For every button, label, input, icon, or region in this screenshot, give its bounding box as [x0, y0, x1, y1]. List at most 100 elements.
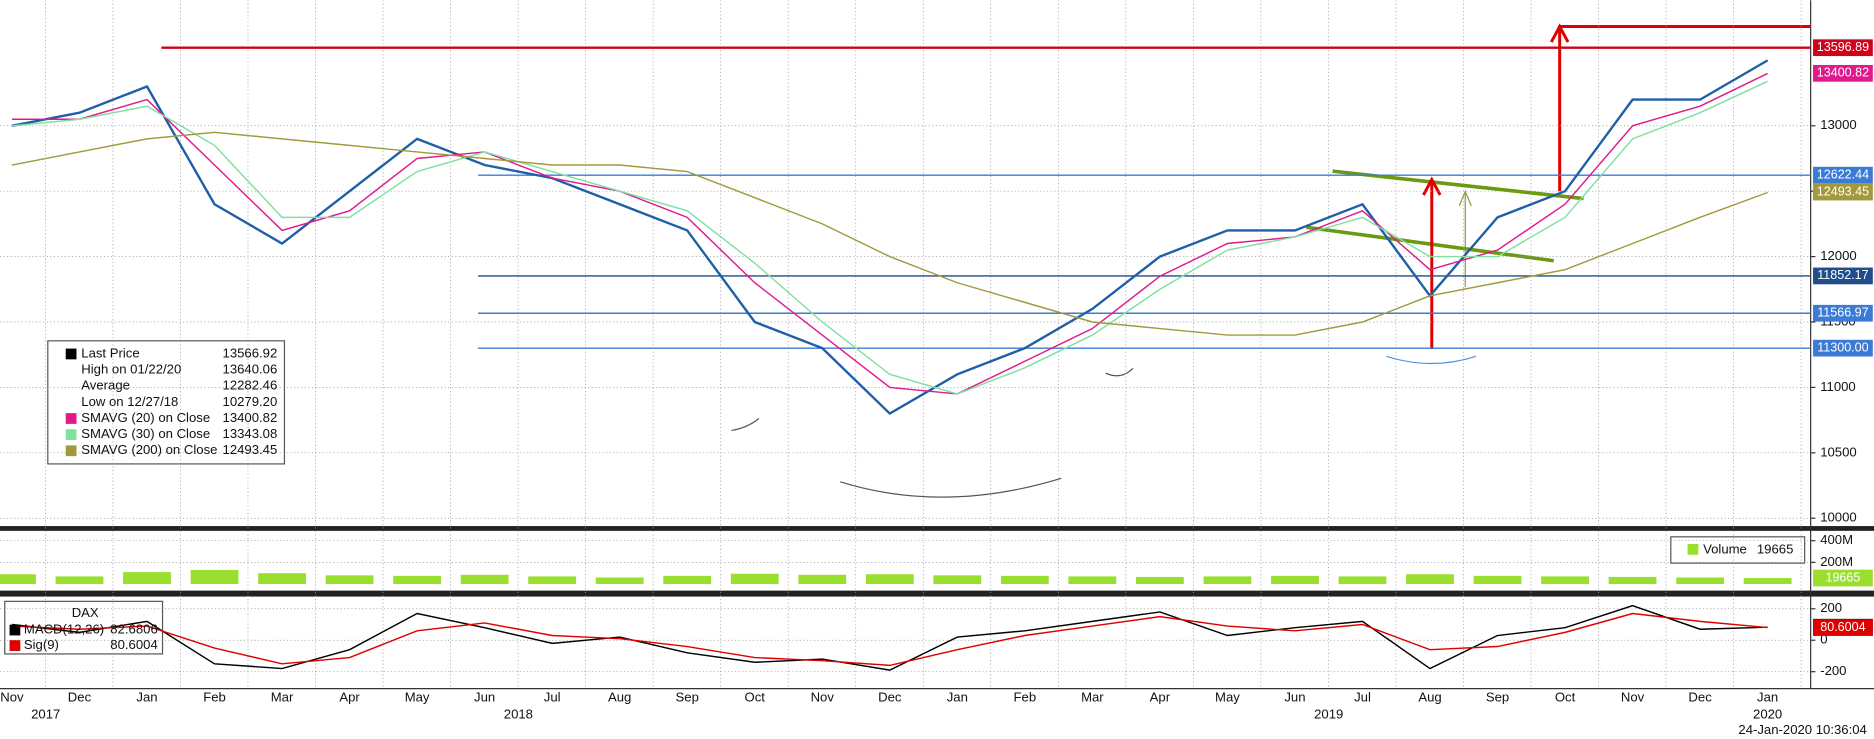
y-tick-label: 200M — [1820, 554, 1853, 569]
panel-separator — [0, 590, 1874, 597]
last-value: 80.6004 — [1820, 620, 1865, 634]
volume-bar — [190, 569, 239, 584]
volume-bar — [1068, 576, 1117, 584]
y-tick-label: -200 — [1820, 663, 1846, 678]
volume-bar — [798, 574, 847, 584]
x-tick-label: Sep — [676, 690, 699, 705]
legend-label: SMAVG (200) on Close — [81, 442, 217, 457]
x-tick-label: Mar — [1081, 690, 1104, 705]
x-tick-label: Jan — [947, 690, 968, 705]
volume-bar — [325, 575, 374, 584]
volume-bar — [460, 574, 509, 584]
volume-legend-value: 19665 — [1757, 541, 1794, 556]
volume-bar — [865, 574, 914, 584]
series-line — [11, 131, 1768, 336]
volume-legend-swatch — [1687, 543, 1699, 555]
x-tick-label: Aug — [608, 690, 631, 705]
curve — [1105, 367, 1134, 377]
y-tick-label: 0 — [1820, 632, 1827, 647]
volume-legend-label: Volume — [1703, 541, 1747, 556]
series-line — [11, 80, 1768, 395]
timestamp: 24-Jan-2020 10:36:04 — [1738, 722, 1866, 737]
panel-separator — [0, 526, 1874, 531]
level-label-box — [1813, 39, 1873, 57]
year-label: 2017 — [31, 706, 60, 721]
legend-swatch — [9, 640, 21, 651]
last-value: 13400.82 — [1817, 66, 1869, 80]
legend-value: 13343.08 — [223, 426, 278, 441]
volume-bar — [663, 575, 712, 584]
volume-bar — [1541, 576, 1589, 584]
y-tick-label: 200 — [1820, 600, 1842, 615]
level-label-box — [1813, 267, 1873, 285]
arrow — [1549, 23, 1811, 192]
y-tick-label: 10000 — [1820, 510, 1857, 525]
x-tick-label: Apr — [1150, 690, 1171, 705]
volume-bar — [933, 575, 982, 584]
volume-bar — [0, 574, 36, 584]
y-tick-label: 11000 — [1820, 379, 1856, 394]
legend-label: High on 01/22/20 — [81, 362, 181, 377]
legend-swatch — [65, 348, 77, 360]
last-value-box — [1813, 569, 1873, 587]
x-tick-label: Feb — [1014, 690, 1037, 705]
legend-label: SMAVG (20) on Close — [81, 410, 210, 425]
x-tick-label: Aug — [1418, 690, 1441, 705]
volume-bar — [1608, 576, 1657, 584]
legend-swatch — [9, 624, 21, 636]
legend-label: Average — [81, 378, 130, 393]
legend-value: 12493.45 — [223, 442, 278, 457]
volume-bar — [1271, 575, 1319, 584]
volume-bar — [528, 576, 577, 584]
legend-label: Last Price — [81, 345, 139, 360]
x-tick-label: Nov — [1621, 690, 1645, 705]
y-tick-label: 12000 — [1820, 248, 1857, 263]
level-label: 11852.17 — [1817, 268, 1868, 282]
last-value-box — [1813, 64, 1873, 82]
arrow — [1458, 189, 1472, 288]
volume-bar — [1473, 575, 1522, 584]
volume-bar — [1135, 576, 1184, 584]
x-tick-label: May — [1215, 690, 1240, 705]
year-label: 2018 — [504, 706, 533, 721]
legend-value: 10279.20 — [223, 394, 278, 409]
legend-label: Low on 12/27/18 — [81, 394, 178, 409]
legend-label: MACD(12,26) — [24, 622, 104, 637]
x-tick-label: Dec — [878, 690, 902, 705]
legend-value: 13640.06 — [223, 362, 278, 377]
x-tick-label: Jun — [474, 690, 495, 705]
legend-value: 80.6004 — [110, 637, 157, 652]
curve — [1386, 355, 1477, 365]
last-value: 12493.45 — [1817, 184, 1869, 198]
last-value-box — [1813, 183, 1873, 201]
volume-bar — [1406, 574, 1454, 584]
y-tick-label: 10500 — [1820, 444, 1857, 459]
volume-bar — [1676, 577, 1725, 584]
volume-bar — [595, 577, 644, 584]
volume-bar — [123, 572, 171, 584]
x-tick-label: Nov — [811, 690, 835, 705]
level-label: 11566.97 — [1817, 306, 1868, 320]
x-tick-label: Nov — [0, 690, 24, 705]
legend-value: 13400.82 — [223, 410, 278, 425]
level-label-box — [1813, 339, 1873, 357]
volume-bar — [1000, 575, 1049, 584]
x-tick-label: Jan — [1757, 690, 1778, 705]
arrow — [1422, 176, 1442, 350]
x-tick-label: May — [405, 690, 430, 705]
level-label-box — [1813, 304, 1873, 322]
legend-label: Sig(9) — [24, 637, 59, 652]
x-tick-label: Mar — [271, 690, 294, 705]
year-label: 2019 — [1314, 706, 1343, 721]
x-tick-label: Jul — [1354, 690, 1371, 705]
x-tick-label: Jun — [1284, 690, 1305, 705]
legend-value: 12282.46 — [223, 378, 278, 393]
last-value-box — [1813, 619, 1873, 636]
series-line — [11, 612, 1768, 667]
volume-bar — [1203, 576, 1252, 584]
volume-bar — [1338, 576, 1387, 584]
curve — [731, 418, 760, 432]
trendline — [1306, 225, 1554, 263]
series-line — [11, 59, 1769, 416]
